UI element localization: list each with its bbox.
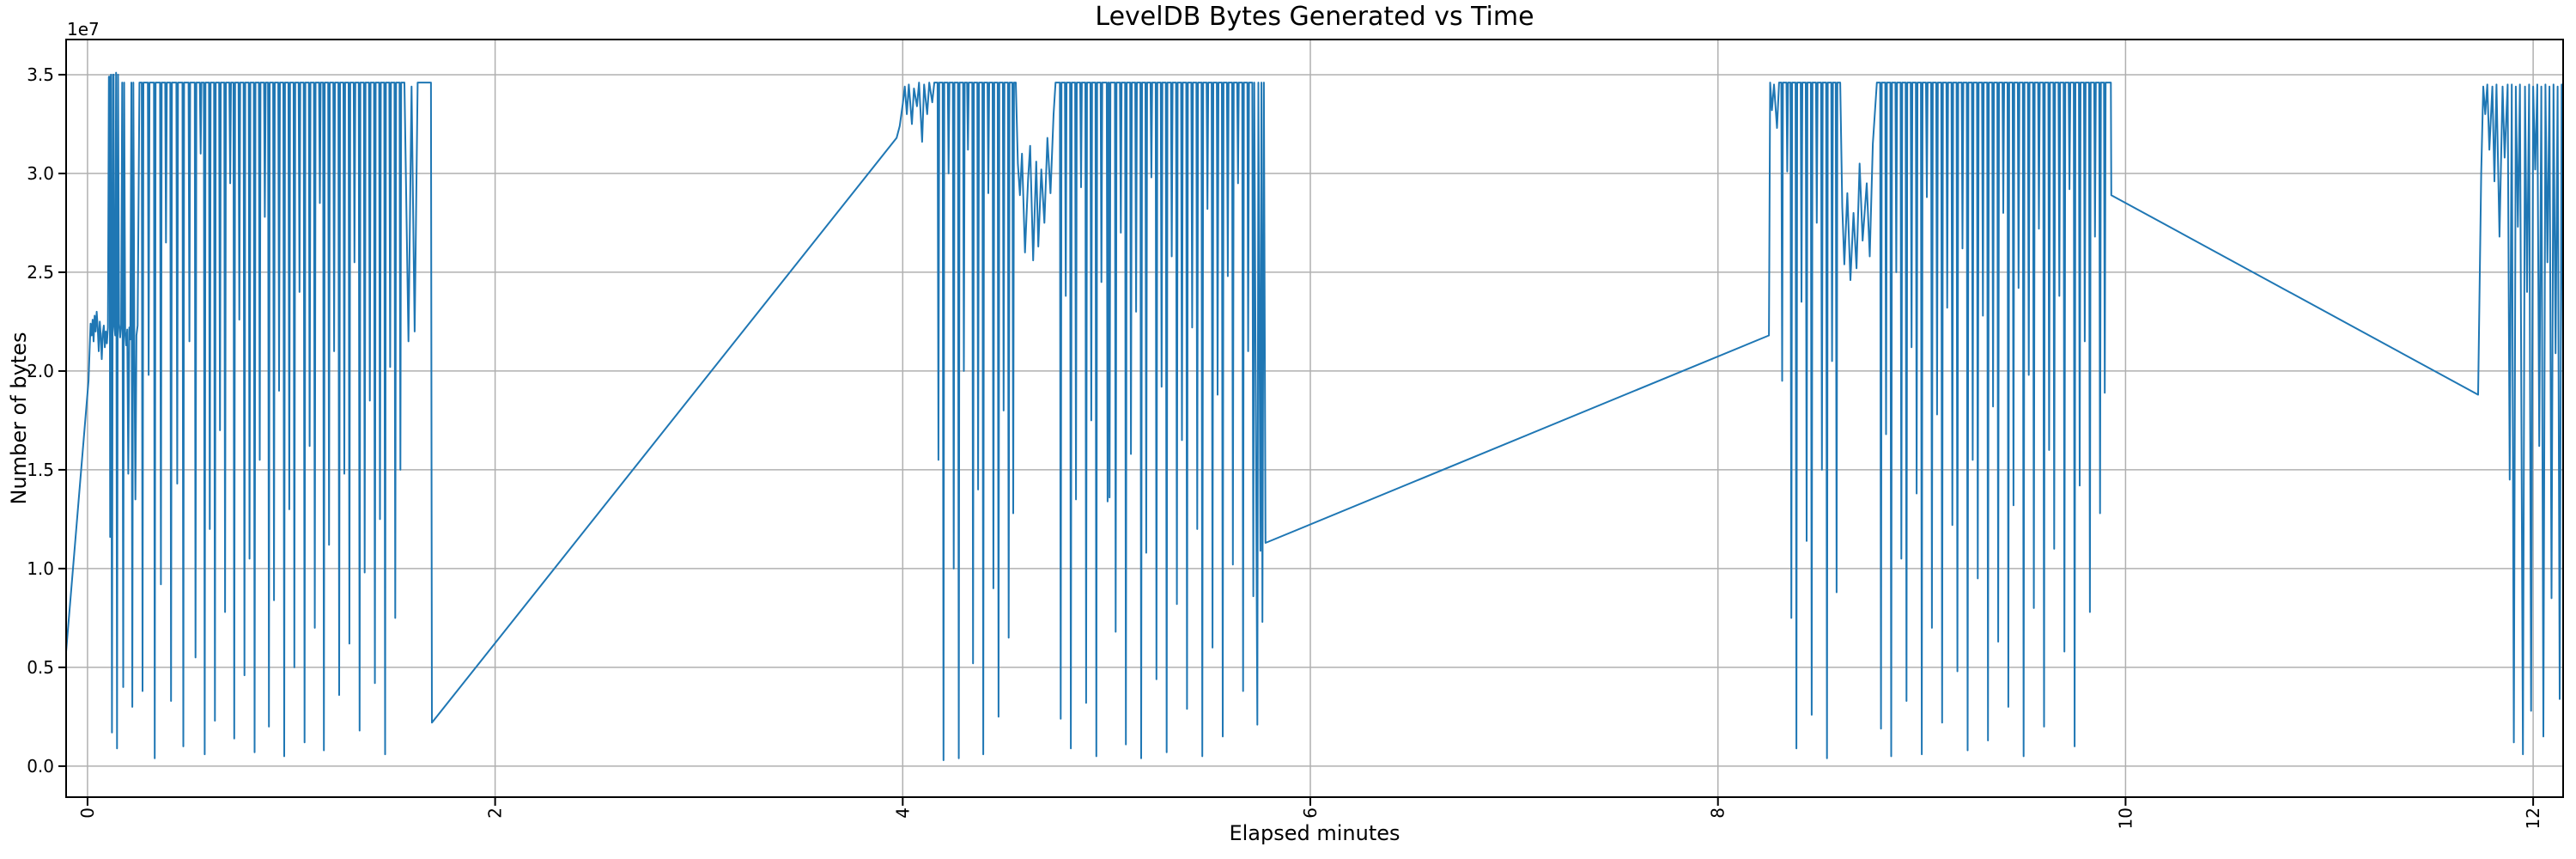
x-tick-label: 8 [1708, 807, 1728, 819]
y-tick-label: 2.5 [27, 262, 54, 283]
x-tick-label: 0 [77, 807, 98, 819]
data-line-leveldb-bytes-generated [66, 71, 2563, 761]
y-tick-label: 1.0 [27, 558, 54, 579]
y-tick-label: 0.5 [27, 657, 54, 678]
tick-labels: 0 2 4 6 8 10 12 0.0 0.5 1.0 1.5 2.0 2.5 3.0 3.5 [27, 64, 2543, 830]
y-tick-label: 3.0 [27, 163, 54, 184]
x-tick-label: 2 [485, 807, 506, 819]
y-tick-label: 3.5 [27, 64, 54, 85]
y-axis-label: Number of bytes [7, 332, 31, 505]
x-tick-label: 4 [892, 807, 913, 819]
x-tick-label: 6 [1300, 807, 1321, 819]
x-axis-label: Elapsed minutes [1229, 821, 1400, 845]
x-tick-label: 12 [2523, 807, 2543, 829]
y-tick-label: 1.5 [27, 460, 54, 480]
chart-title: LevelDB Bytes Generated vs Time [1095, 2, 1534, 32]
x-tick-label: 10 [2115, 807, 2136, 829]
y-tick-label: 2.0 [27, 361, 54, 381]
plot-border [65, 39, 2564, 798]
ticks [58, 73, 2535, 806]
gridlines [66, 40, 2563, 797]
y-axis-offset-text: 1e7 [67, 19, 100, 40]
y-tick-label: 0.0 [27, 756, 54, 777]
